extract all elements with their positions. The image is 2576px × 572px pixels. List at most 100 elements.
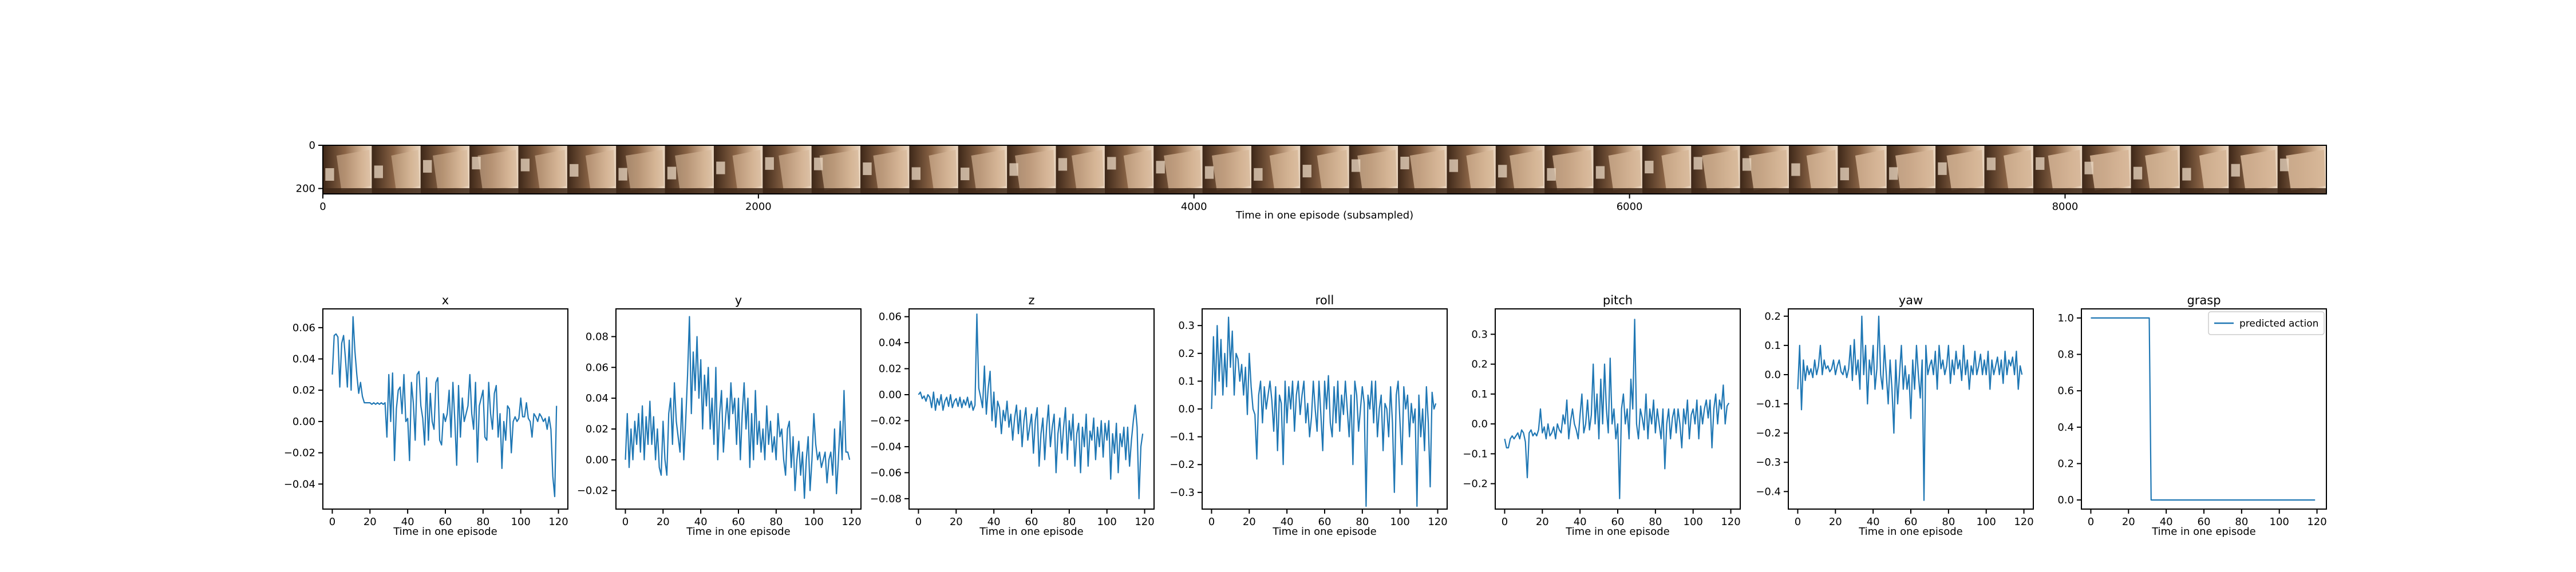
camera-frame — [372, 145, 421, 194]
subplot-x-axis-label: Time in one episode — [1272, 526, 1377, 538]
strip-x-tick-label: 8000 — [2052, 201, 2079, 213]
camera-frame — [665, 145, 714, 194]
subplot-axes-frame — [322, 308, 568, 510]
x-tick-label: 40 — [987, 516, 1001, 528]
strip-x-tick-label: 0 — [319, 201, 326, 213]
y-tick-label: −0.06 — [870, 467, 902, 479]
x-tick-label: 80 — [1062, 516, 1076, 528]
series-line — [1211, 316, 1437, 507]
subplot-x-axis-label: Time in one episode — [686, 526, 791, 538]
subplot-axes-frame — [1495, 308, 1741, 510]
camera-frame — [2229, 145, 2278, 194]
strip-x-axis-label: Time in one episode (subsampled) — [1235, 209, 1413, 221]
y-tick-label: 0.04 — [293, 353, 315, 366]
y-tick-label: −0.02 — [284, 447, 315, 459]
camera-frame — [1153, 145, 1203, 194]
x-tick-label: 40 — [694, 516, 708, 528]
legend-label: predicted action — [2239, 318, 2318, 329]
strip-axes-frame — [322, 145, 2327, 194]
strip-x-tick-label: 4000 — [1181, 201, 1207, 213]
strip-y-tick-label: 0 — [309, 140, 315, 152]
subplot-x-axis-label: Time in one episode — [1858, 526, 1963, 538]
subplot-title: pitch — [1603, 293, 1633, 307]
y-tick-label: −0.04 — [870, 441, 902, 453]
y-tick-label: −0.1 — [1170, 431, 1195, 443]
camera-frame — [1104, 145, 1154, 194]
y-tick-label: −0.1 — [1756, 398, 1781, 410]
x-tick-label: 100 — [1097, 516, 1117, 528]
y-tick-label: 0.02 — [293, 384, 315, 396]
image-strip-panel: 0 2000 4000 6000 8000 0 200 Time in one episo… — [296, 140, 2327, 221]
camera-frame — [958, 145, 1008, 194]
action-plots-panel: x Time in one episode 0 20 40 60 80 100 120 −0.… — [284, 293, 2327, 538]
camera-frame — [1300, 145, 1350, 194]
y-tick-label: 0.04 — [879, 337, 902, 349]
subplot-axes-frame — [908, 308, 1155, 510]
subplot-x-axis-label: Time in one episode — [393, 526, 497, 538]
series-line — [2091, 317, 2316, 501]
strip-x-tick-label: 2000 — [745, 201, 772, 213]
y-tick-label: 0.3 — [1471, 328, 1488, 340]
camera-frame — [1740, 145, 1789, 194]
x-tick-label: 40 — [2160, 516, 2173, 528]
x-tick-label: 80 — [1356, 516, 1369, 528]
x-tick-label: 60 — [2198, 516, 2211, 528]
subplot-z: z Time in one episode 0 20 40 60 80 100 120 −0.… — [870, 293, 1155, 538]
x-tick-label: 100 — [1977, 516, 1996, 528]
y-tick-label: 0.08 — [586, 331, 609, 343]
y-tick-label: 0.00 — [586, 454, 609, 466]
x-tick-label: 20 — [1829, 516, 1842, 528]
camera-frame — [1788, 145, 1838, 194]
y-tick-label: 0.1 — [1764, 340, 1781, 352]
camera-frame — [762, 145, 812, 194]
y-tick-label: 0.0 — [1178, 403, 1195, 415]
subplot-axes-frame — [2081, 308, 2327, 510]
x-tick-label: 40 — [401, 516, 414, 528]
strip-y-ticks: 0 200 — [296, 140, 323, 195]
x-tick-label: 20 — [2122, 516, 2135, 528]
camera-frame — [469, 145, 519, 194]
y-tick-label: −0.2 — [1756, 427, 1781, 439]
camera-frame — [1838, 145, 1887, 194]
y-tick-label: −0.4 — [1756, 486, 1781, 498]
camera-frame — [1495, 145, 1545, 194]
y-tick-label: 0.2 — [1178, 348, 1195, 360]
subplot-pitch: pitch Time in one episode 0 20 40 60 80 100 12… — [1463, 293, 1741, 538]
camera-frame — [1886, 145, 1936, 194]
camera-frame — [2277, 145, 2327, 194]
y-tick-label: 0.0 — [1471, 418, 1488, 430]
y-tick-label: 0.2 — [2057, 458, 2074, 470]
subplot-x-axis-label: Time in one episode — [1565, 526, 1670, 538]
y-tick-label: 0.06 — [586, 362, 609, 374]
y-tick-label: 0.3 — [1178, 320, 1195, 332]
y-tick-label: 0.4 — [2057, 422, 2074, 434]
x-tick-label: 0 — [1502, 516, 1508, 528]
strip-x-ticks: 0 2000 4000 6000 8000 — [319, 194, 2078, 213]
x-tick-label: 100 — [1684, 516, 1703, 528]
robot-camera-frames — [323, 145, 2327, 194]
x-tick-label: 20 — [364, 516, 377, 528]
x-tick-label: 120 — [841, 516, 861, 528]
camera-frame — [1691, 145, 1741, 194]
x-tick-label: 120 — [1135, 516, 1154, 528]
camera-frame — [2131, 145, 2180, 194]
y-tick-label: 0.0 — [2057, 494, 2074, 506]
x-tick-label: 60 — [1611, 516, 1625, 528]
x-tick-label: 0 — [1208, 516, 1215, 528]
y-tick-label: 0.6 — [2057, 385, 2074, 397]
camera-frame — [567, 145, 617, 194]
camera-frame — [420, 145, 470, 194]
x-tick-label: 120 — [1428, 516, 1447, 528]
subplot-title: y — [735, 293, 742, 307]
series-line — [1504, 319, 1730, 499]
y-tick-label: −0.02 — [577, 485, 609, 497]
camera-frame — [2179, 145, 2229, 194]
camera-frame — [811, 145, 861, 194]
camera-frame — [1544, 145, 1594, 194]
y-tick-label: 0.00 — [293, 416, 315, 428]
camera-frame — [2033, 145, 2083, 194]
strip-x-tick-label: 6000 — [1617, 201, 1643, 213]
camera-frame — [1593, 145, 1643, 194]
y-tick-label: 0.06 — [879, 311, 902, 323]
x-tick-label: 100 — [1390, 516, 1410, 528]
